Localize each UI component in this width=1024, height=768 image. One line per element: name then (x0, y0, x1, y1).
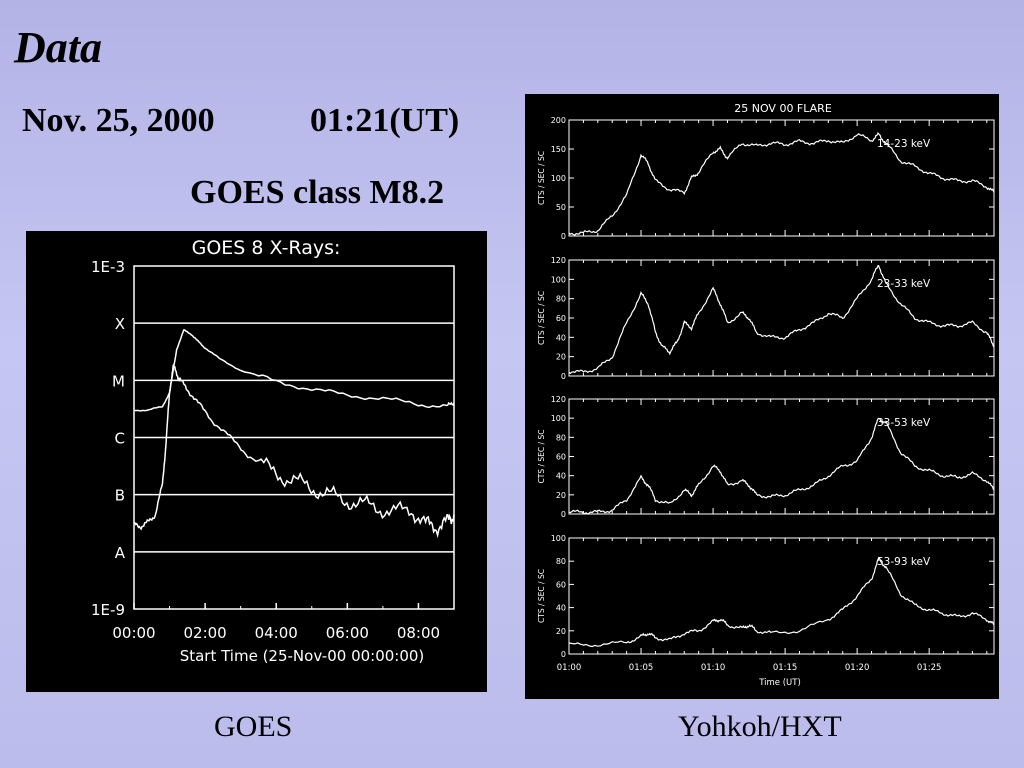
hxt-y-tick-label: 40 (556, 604, 566, 613)
hxt-y-tick-label: 200 (551, 116, 566, 125)
event-date: Nov. 25, 2000 (22, 102, 215, 139)
goes-chart-svg: GOES 8 X-Rays: 1E-3 X M C B A 1E-9 00:00 02:00 04:… (91, 237, 455, 665)
goes-y-tick-label: 1E-3 (91, 258, 125, 276)
hxt-lightcurve-line (568, 557, 995, 648)
hxt-energy-band-label: 33-53 keV (877, 417, 931, 429)
goes-y-tick-label: 1E-9 (91, 601, 125, 619)
hxt-y-tick-label: 120 (551, 395, 566, 404)
hxt-y-tick-label: 20 (556, 353, 566, 362)
hxt-y-tick-label: 0 (561, 510, 566, 519)
caption-goes: GOES (214, 710, 293, 743)
hxt-panel-frame (568, 398, 995, 515)
goes-x-tick-label: 04:00 (255, 624, 298, 642)
hxt-energy-band-label: 53-93 keV (877, 556, 931, 568)
hxt-y-tick-label: 100 (551, 174, 566, 183)
hxt-lightcurve-line (568, 131, 995, 236)
hxt-x-tick-label: 01:25 (917, 663, 942, 673)
hxt-x-axis-label: Time (UT) (758, 678, 801, 688)
hxt-y-axis-label: CTS / SEC / SC (537, 430, 546, 484)
goes-x-tick-label: 06:00 (326, 624, 369, 642)
hxt-y-tick-label: 80 (556, 557, 566, 566)
goes-long-channel-line (133, 329, 455, 412)
hxt-y-tick-label: 0 (561, 372, 566, 381)
hxt-x-tick-label: 01:15 (773, 663, 798, 673)
goes-x-axis-label: Start Time (25-Nov-00 00:00:00) (180, 647, 425, 665)
hxt-y-tick-label: 60 (556, 580, 566, 589)
hxt-panel-frame (568, 537, 995, 655)
hxt-energy-band-label: 14-23 keV (877, 138, 931, 150)
hxt-x-tick-label: 01:00 (557, 663, 582, 673)
event-date-line: Nov. 25, 2000 01:21(UT) (22, 102, 459, 140)
hxt-lightcurve-line (568, 417, 995, 515)
hxt-x-tick-label: 01:20 (845, 663, 870, 673)
hxt-y-tick-label: 50 (556, 203, 566, 212)
hxt-y-tick-label: 80 (556, 433, 566, 442)
goes-class: GOES class M8.2 (190, 174, 445, 211)
goes-y-tick-label: A (115, 544, 126, 562)
hxt-energy-band-label: 23-33 keV (877, 278, 931, 290)
goes-chart-title: GOES 8 X-Rays: (192, 237, 341, 259)
hxt-y-tick-label: 80 (556, 295, 566, 304)
hxt-lightcurve-line (568, 265, 995, 375)
hxt-x-tick-label: 01:05 (629, 663, 654, 673)
hxt-y-tick-label: 100 (551, 534, 566, 543)
hxt-y-tick-label: 120 (551, 256, 566, 265)
hxt-y-axis-label: CTS / SEC / SC (537, 151, 546, 205)
hxt-y-tick-label: 60 (556, 314, 566, 323)
hxt-y-tick-label: 100 (551, 414, 566, 423)
goes-x-tick-label: 00:00 (112, 624, 155, 642)
goes-y-tick-label: M (112, 372, 125, 390)
goes-x-tick-label: 02:00 (183, 624, 226, 642)
hxt-y-tick-label: 100 (551, 275, 566, 284)
hxt-y-tick-label: 60 (556, 453, 566, 462)
hxt-y-tick-label: 150 (551, 145, 566, 154)
goes-short-channel-line (133, 362, 455, 539)
goes-y-tick-label: X (115, 315, 125, 333)
goes-y-tick-label: C (115, 430, 125, 448)
hxt-y-tick-label: 20 (556, 627, 566, 636)
hxt-y-tick-label: 20 (556, 491, 566, 500)
hxt-panel-frame (568, 259, 995, 377)
hxt-y-tick-label: 0 (561, 232, 566, 241)
goes-y-tick-label: B (115, 487, 125, 505)
hxt-chart-title: 25 NOV 00 FLARE (734, 102, 832, 115)
hxt-x-tick-label: 01:10 (701, 663, 726, 673)
goes-x-tick-label: 08:00 (397, 624, 440, 642)
hxt-y-tick-label: 40 (556, 333, 566, 342)
hxt-lightcurve-chart: 25 NOV 00 FLARE 0 50 100 150 200 CTS / SEC / S… (525, 94, 999, 699)
goes-xray-chart: GOES 8 X-Rays: 1E-3 X M C B A 1E-9 00:00 02:00 04:… (26, 231, 487, 692)
hxt-y-tick-label: 40 (556, 472, 566, 481)
slide-heading: Data (14, 23, 102, 72)
caption-yohkoh-hxt: Yohkoh/HXT (678, 710, 842, 743)
hxt-y-axis-label: CTS / SEC / SC (537, 291, 546, 345)
event-time: 01:21(UT) (310, 102, 460, 139)
hxt-y-axis-label: CTS / SEC / SC (537, 569, 546, 623)
hxt-y-tick-label: 0 (561, 650, 566, 659)
